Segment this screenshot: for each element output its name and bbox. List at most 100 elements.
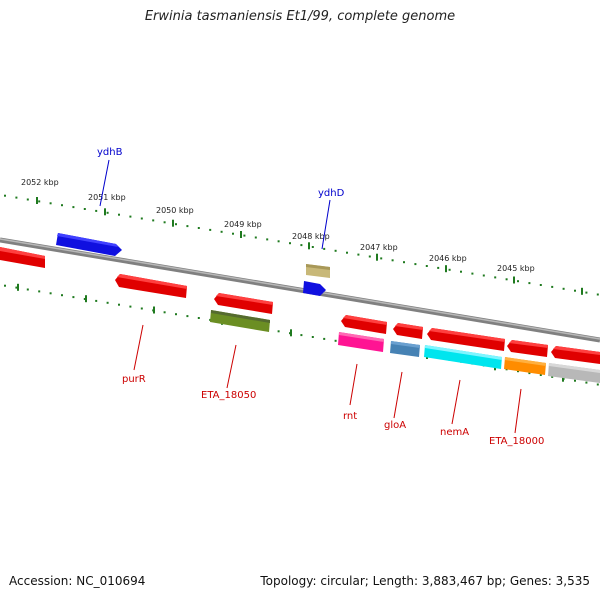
scale-dot bbox=[140, 217, 143, 220]
scale-dot bbox=[266, 238, 269, 241]
scale-dot bbox=[300, 334, 303, 337]
scale-dot bbox=[186, 315, 189, 318]
scale-dot bbox=[83, 208, 86, 210]
scale-dot bbox=[26, 288, 29, 291]
gene-label-rnt: rnt bbox=[343, 411, 357, 422]
tick-label: 2052 kbp bbox=[21, 178, 59, 187]
gene-box-grey-edge-right bbox=[548, 363, 600, 383]
gene-label-ydhD: ydhD bbox=[318, 188, 345, 199]
scale-dot bbox=[357, 253, 360, 256]
scale-dot bbox=[596, 293, 599, 296]
scale-dot bbox=[49, 202, 52, 205]
scale-dot bbox=[163, 311, 166, 314]
scale-major-tick bbox=[376, 253, 378, 261]
scale-dot bbox=[277, 240, 280, 243]
leader-line-nemA bbox=[451, 379, 461, 425]
scale-dot bbox=[197, 227, 200, 229]
scale-dot bbox=[403, 261, 405, 264]
gene-arrow-red-2 bbox=[214, 293, 273, 314]
gene-label-nemA: nemA bbox=[440, 427, 469, 438]
scale-dot bbox=[106, 301, 109, 304]
tick-dots bbox=[4, 194, 599, 386]
scale-major-tick bbox=[240, 231, 242, 238]
genome-backbone-highlight bbox=[0, 238, 600, 340]
scale-dot bbox=[585, 381, 588, 384]
scale-dot bbox=[106, 211, 109, 214]
scale-dot bbox=[83, 298, 86, 300]
leader-line-ETA_18050 bbox=[226, 344, 237, 389]
accession-text: Accession: NC_010694 bbox=[9, 574, 146, 588]
tick-label: 2049 kbp bbox=[224, 220, 262, 229]
summary-text: Topology: circular; Length: 3,883,467 bp… bbox=[260, 574, 590, 588]
gene-label-ydhB: ydhB bbox=[97, 147, 123, 158]
scale-dot bbox=[300, 244, 303, 247]
scale-dot bbox=[175, 223, 177, 226]
scale-dot bbox=[471, 272, 474, 275]
scale-major-tick bbox=[290, 329, 292, 337]
scale-dot bbox=[38, 290, 41, 293]
scale-dot bbox=[368, 255, 371, 258]
scale-dot bbox=[574, 379, 576, 382]
scale-dot bbox=[26, 198, 29, 201]
gene-label-ETA_18050: ETA_18050 bbox=[201, 390, 256, 401]
scale-dot bbox=[323, 337, 326, 340]
tick-label: 2050 kbp bbox=[156, 206, 194, 215]
gene-label-gloA: gloA bbox=[384, 420, 406, 431]
genome-backbone bbox=[0, 237, 600, 343]
scale-major-tick bbox=[513, 276, 515, 284]
scale-dot bbox=[186, 225, 189, 228]
gene-box-rnt bbox=[338, 332, 384, 352]
tick-label: 2051 kbp bbox=[88, 193, 126, 202]
tick-label: 2045 kbp bbox=[497, 264, 535, 273]
leader-line-ydhB bbox=[99, 159, 110, 207]
scale-dot bbox=[289, 242, 291, 245]
scale-dot bbox=[437, 266, 440, 269]
gene-label-ETA_18000: ETA_18000 bbox=[489, 436, 544, 447]
scale-dot bbox=[448, 268, 451, 271]
gene-arrow-ydhD bbox=[303, 281, 326, 296]
scale-major-tick bbox=[308, 242, 310, 250]
scale-major-tick bbox=[445, 265, 447, 273]
scale-dot bbox=[152, 219, 155, 222]
leader-line-rnt bbox=[349, 363, 358, 406]
scale-dot bbox=[72, 296, 75, 299]
scale-dot bbox=[254, 236, 257, 239]
scale-major-tick bbox=[85, 295, 87, 303]
scale-dot bbox=[551, 285, 554, 288]
scale-dot bbox=[380, 257, 383, 260]
gene-label-purR: purR bbox=[122, 374, 146, 385]
scale-dot bbox=[596, 383, 599, 386]
gene-box-ETA_18000 bbox=[504, 357, 546, 375]
scale-dot bbox=[129, 305, 132, 308]
leader-line-ETA_18000 bbox=[514, 388, 522, 434]
gene-arrow-red-5 bbox=[427, 328, 505, 351]
gene-arrow-red-3 bbox=[341, 315, 387, 334]
scale-dot bbox=[72, 206, 75, 209]
scale-dot bbox=[528, 372, 531, 375]
scale-dot bbox=[391, 259, 394, 262]
scale-dot bbox=[517, 370, 519, 373]
scale-dot bbox=[209, 228, 212, 231]
scale-major-tick bbox=[562, 374, 564, 382]
scale-dot bbox=[311, 336, 314, 338]
scale-dot bbox=[197, 317, 200, 319]
scale-dot bbox=[414, 263, 417, 266]
scale-dot bbox=[562, 287, 565, 290]
scale-dot bbox=[118, 303, 120, 306]
scale-dot bbox=[346, 251, 348, 254]
scale-dot bbox=[163, 221, 166, 224]
scale-dot bbox=[482, 274, 485, 277]
scale-dot bbox=[129, 215, 132, 218]
scale-major-tick bbox=[581, 287, 583, 295]
scale-dot bbox=[118, 213, 120, 216]
scale-dot bbox=[311, 246, 314, 248]
gene-box-ydhD-region bbox=[306, 264, 330, 278]
scale-dot bbox=[95, 209, 98, 212]
gene-arrow-edge-left bbox=[0, 247, 45, 268]
scale-dot bbox=[334, 249, 337, 252]
scale-dot bbox=[460, 270, 462, 273]
scale-dot bbox=[15, 196, 18, 199]
gene-arrow-red-6 bbox=[507, 340, 548, 357]
scale-dot bbox=[277, 330, 280, 333]
